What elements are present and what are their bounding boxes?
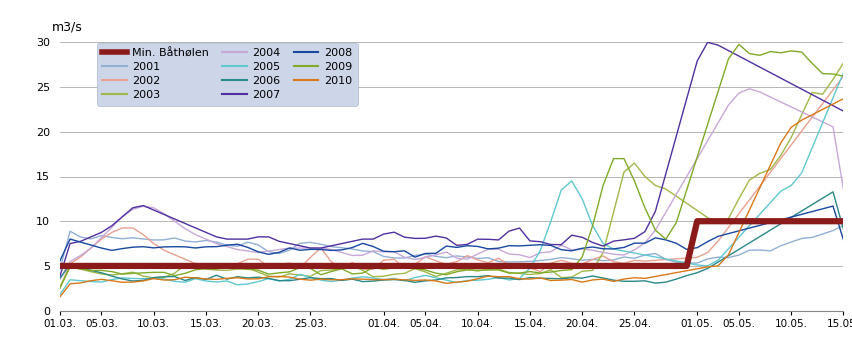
Legend: Min. Båthølen, 2001, 2002, 2003, 2004, 2005, 2006, 2007, 2008, 2009, 2010: Min. Båthølen, 2001, 2002, 2003, 2004, 2…	[96, 43, 358, 106]
Text: m3/s: m3/s	[52, 21, 83, 34]
